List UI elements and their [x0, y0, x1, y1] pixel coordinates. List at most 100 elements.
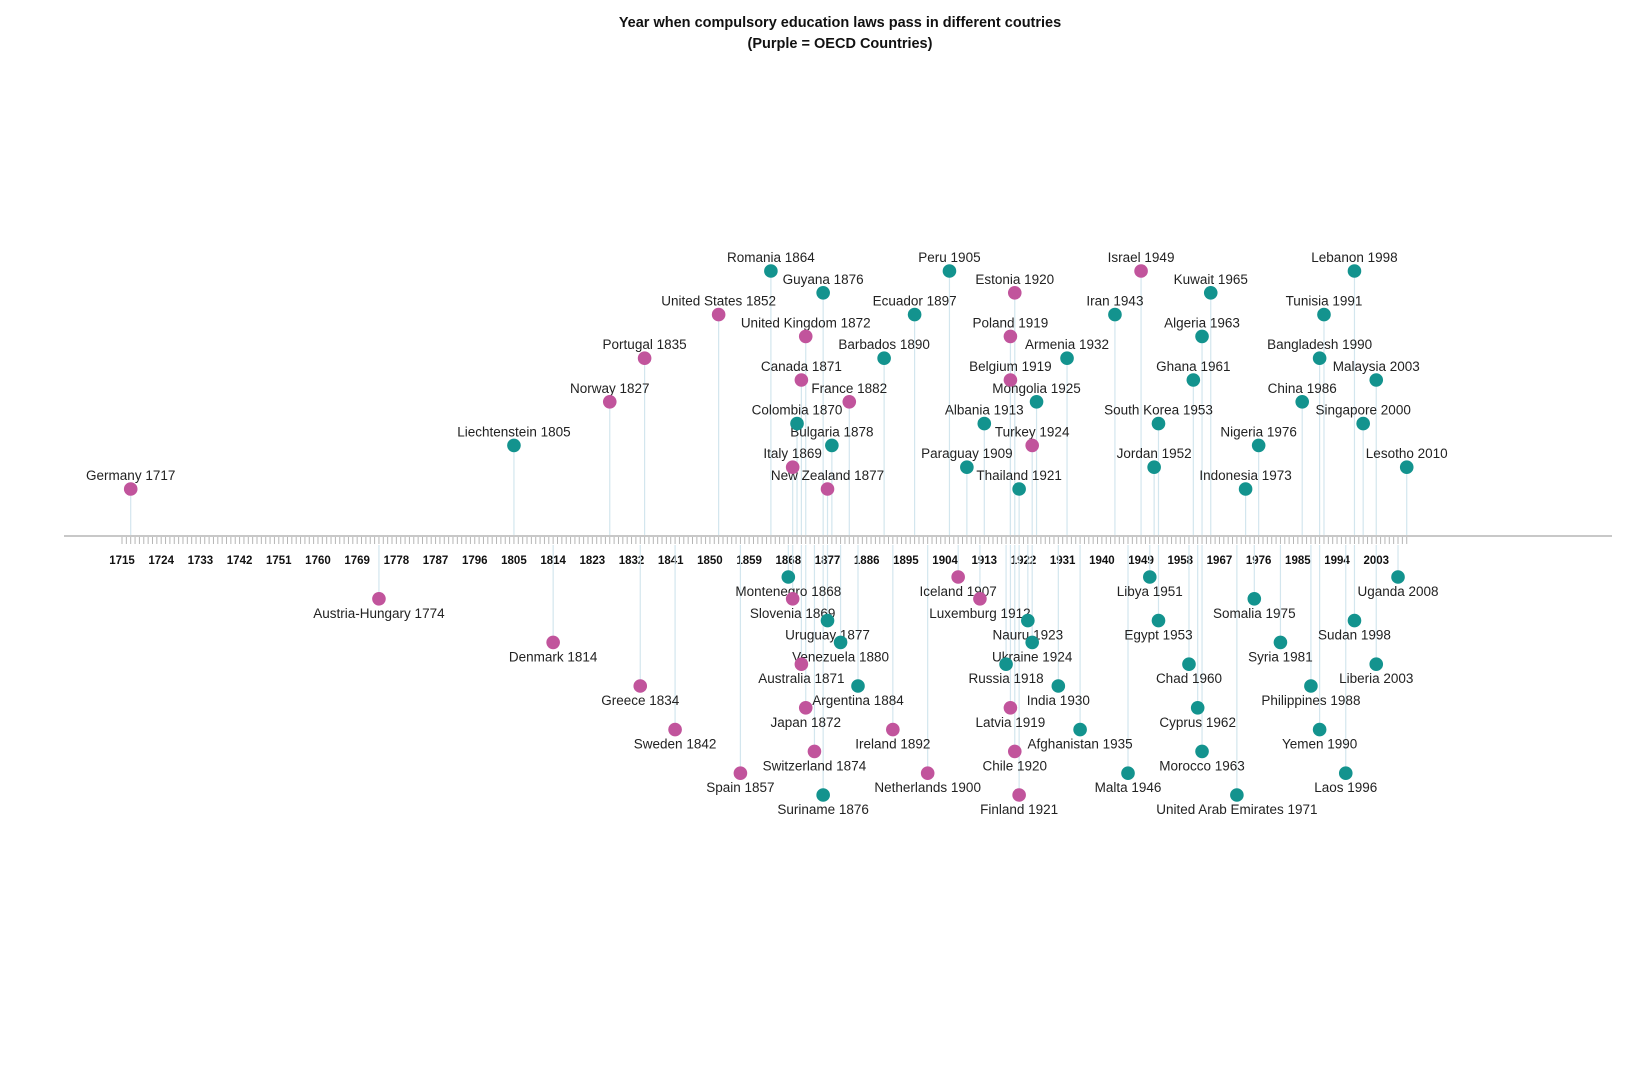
point-label-syria: Syria 1981 [1248, 649, 1313, 664]
point-label-philippines: Philippines 1988 [1261, 693, 1360, 708]
point-cyprus [1190, 701, 1205, 715]
point-philippines [1304, 679, 1318, 693]
point-label-iran: Iran 1943 [1086, 294, 1143, 309]
tick-label-1751: 1751 [266, 555, 292, 567]
point-yemen [1312, 722, 1327, 737]
tick-label-1778: 1778 [384, 555, 410, 567]
point-label-finland: Finland 1921 [980, 802, 1058, 817]
point-label-romania: Romania 1864 [727, 250, 815, 265]
point-iceland [951, 570, 965, 584]
point-label-united-arab-emirates: United Arab Emirates 1971 [1156, 802, 1317, 817]
tick-label-1886: 1886 [854, 555, 880, 567]
point-mongolia [1029, 395, 1044, 409]
point-china [1295, 395, 1310, 409]
point-syria [1273, 635, 1288, 650]
tick-label-1787: 1787 [423, 555, 449, 567]
point-label-poland: Poland 1919 [973, 315, 1049, 330]
point-armenia [1060, 351, 1074, 366]
point-montenegro [781, 570, 796, 584]
point-indonesia [1238, 482, 1253, 496]
point-belgium [1003, 373, 1018, 387]
point-label-barbados: Barbados 1890 [838, 337, 930, 352]
point-united-states [711, 307, 726, 322]
point-label-nigeria: Nigeria 1976 [1220, 424, 1297, 439]
point-canada [794, 373, 809, 387]
point-label-armenia: Armenia 1932 [1025, 337, 1109, 352]
point-colombia [790, 416, 804, 431]
point-liberia [1369, 657, 1384, 671]
tick-label-1823: 1823 [580, 555, 606, 567]
point-label-paraguay: Paraguay 1909 [921, 446, 1013, 461]
tick-label-1922: 1922 [1011, 555, 1037, 567]
point-label-switzerland: Switzerland 1874 [763, 758, 867, 773]
tick-label-1724: 1724 [148, 555, 174, 567]
point-italy [785, 460, 800, 475]
tick-label-1976: 1976 [1246, 555, 1272, 567]
point-france [842, 395, 857, 409]
point-austria-hungary [372, 592, 386, 606]
point-barbados [877, 351, 891, 366]
point-romania [764, 264, 778, 278]
point-label-suriname: Suriname 1876 [777, 802, 869, 817]
point-label-australia: Australia 1871 [758, 671, 844, 686]
tick-label-1958: 1958 [1167, 555, 1193, 567]
point-greece [633, 679, 648, 693]
point-label-france: France 1882 [811, 381, 887, 396]
point-label-sudan: Sudan 1998 [1318, 628, 1391, 643]
tick-label-1859: 1859 [736, 555, 762, 567]
point-label-chile: Chile 1920 [983, 758, 1048, 773]
point-label-japan: Japan 1872 [770, 715, 841, 730]
tick-label-1769: 1769 [344, 555, 370, 567]
point-label-kuwait: Kuwait 1965 [1174, 272, 1248, 287]
point-japan [798, 701, 813, 715]
point-singapore [1356, 416, 1370, 431]
point-label-thailand: Thailand 1921 [976, 468, 1062, 483]
point-lebanon [1347, 264, 1362, 278]
point-label-bulgaria: Bulgaria 1878 [790, 424, 873, 439]
point-label-egypt: Egypt 1953 [1124, 628, 1192, 643]
point-algeria [1195, 329, 1209, 344]
point-libya [1142, 570, 1157, 584]
point-thailand [1012, 482, 1026, 496]
point-label-cyprus: Cyprus 1962 [1159, 715, 1236, 730]
point-chad [1182, 657, 1196, 671]
tick-label-1931: 1931 [1050, 555, 1076, 567]
point-label-italy: Italy 1869 [763, 446, 822, 461]
point-markers [123, 264, 1414, 802]
point-russia [999, 657, 1013, 671]
tick-label-1832: 1832 [619, 555, 645, 567]
point-australia [794, 657, 809, 671]
chart-subtitle: (Purple = OECD Countries) [748, 36, 933, 52]
chart-title: Year when compulsory education laws pass… [619, 15, 1061, 31]
point-label-nauru: Nauru 1923 [993, 628, 1064, 643]
point-germany [123, 482, 138, 496]
point-finland [1012, 788, 1026, 802]
tick-label-1913: 1913 [971, 555, 997, 567]
tick-label-1850: 1850 [697, 555, 723, 567]
point-label-morocco: Morocco 1963 [1159, 758, 1245, 773]
tick-label-1715: 1715 [109, 555, 135, 567]
point-label-belgium: Belgium 1919 [969, 359, 1052, 374]
point-poland [1003, 329, 1018, 344]
point-jordan [1147, 460, 1161, 475]
point-label-israel: Israel 1949 [1108, 250, 1175, 265]
tick-label-1985: 1985 [1285, 555, 1311, 567]
point-label-liberia: Liberia 2003 [1339, 671, 1413, 686]
point-label-turkey: Turkey 1924 [995, 424, 1070, 439]
point-lesotho [1399, 460, 1414, 475]
point-norway [602, 395, 617, 409]
point-paraguay [960, 460, 974, 475]
point-tunisia [1317, 307, 1331, 322]
point-chile [1007, 744, 1022, 759]
point-label-algeria: Algeria 1963 [1164, 315, 1240, 330]
point-bulgaria [825, 438, 839, 453]
point-label-liechtenstein: Liechtenstein 1805 [457, 424, 570, 439]
point-label-netherlands: Netherlands 1900 [874, 780, 981, 795]
point-switzerland [807, 744, 822, 759]
point-label-ireland: Ireland 1892 [855, 737, 930, 752]
point-liechtenstein [507, 438, 521, 453]
tick-label-1796: 1796 [462, 555, 488, 567]
point-label-malaysia: Malaysia 2003 [1333, 359, 1420, 374]
